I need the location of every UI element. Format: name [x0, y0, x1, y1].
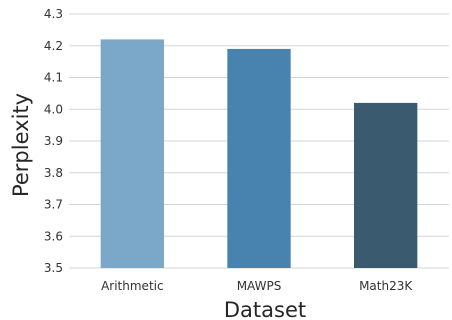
- y-tick-label: 3.9: [44, 134, 63, 148]
- y-tick-label: 3.5: [44, 261, 63, 275]
- y-axis-title: Perplexity: [9, 93, 33, 197]
- y-tick-label: 4.2: [44, 39, 63, 53]
- bar-arithmetic: [100, 39, 164, 269]
- x-tick-label: Math23K: [359, 279, 413, 293]
- y-tick-label: 3.7: [44, 198, 63, 212]
- bar-mawps: [227, 48, 291, 268]
- x-tick-labels: Arithmetic MAWPS Math23K: [101, 279, 413, 293]
- y-tick-label: 3.6: [44, 229, 63, 243]
- x-tick-label: MAWPS: [237, 279, 282, 293]
- x-tick-label: Arithmetic: [101, 279, 164, 293]
- bar-math23k: [354, 102, 418, 269]
- bars: [100, 39, 418, 269]
- y-tick-label: 3.8: [44, 166, 63, 180]
- x-axis-title: Dataset: [224, 298, 306, 320]
- y-tick-label: 4.1: [44, 71, 63, 85]
- y-tick-labels: 3.5 3.6 3.7 3.8 3.9 4.0 4.1 4.2 4.3: [44, 7, 63, 275]
- y-tick-label: 4.0: [44, 102, 63, 116]
- y-tick-label: 4.3: [44, 7, 63, 21]
